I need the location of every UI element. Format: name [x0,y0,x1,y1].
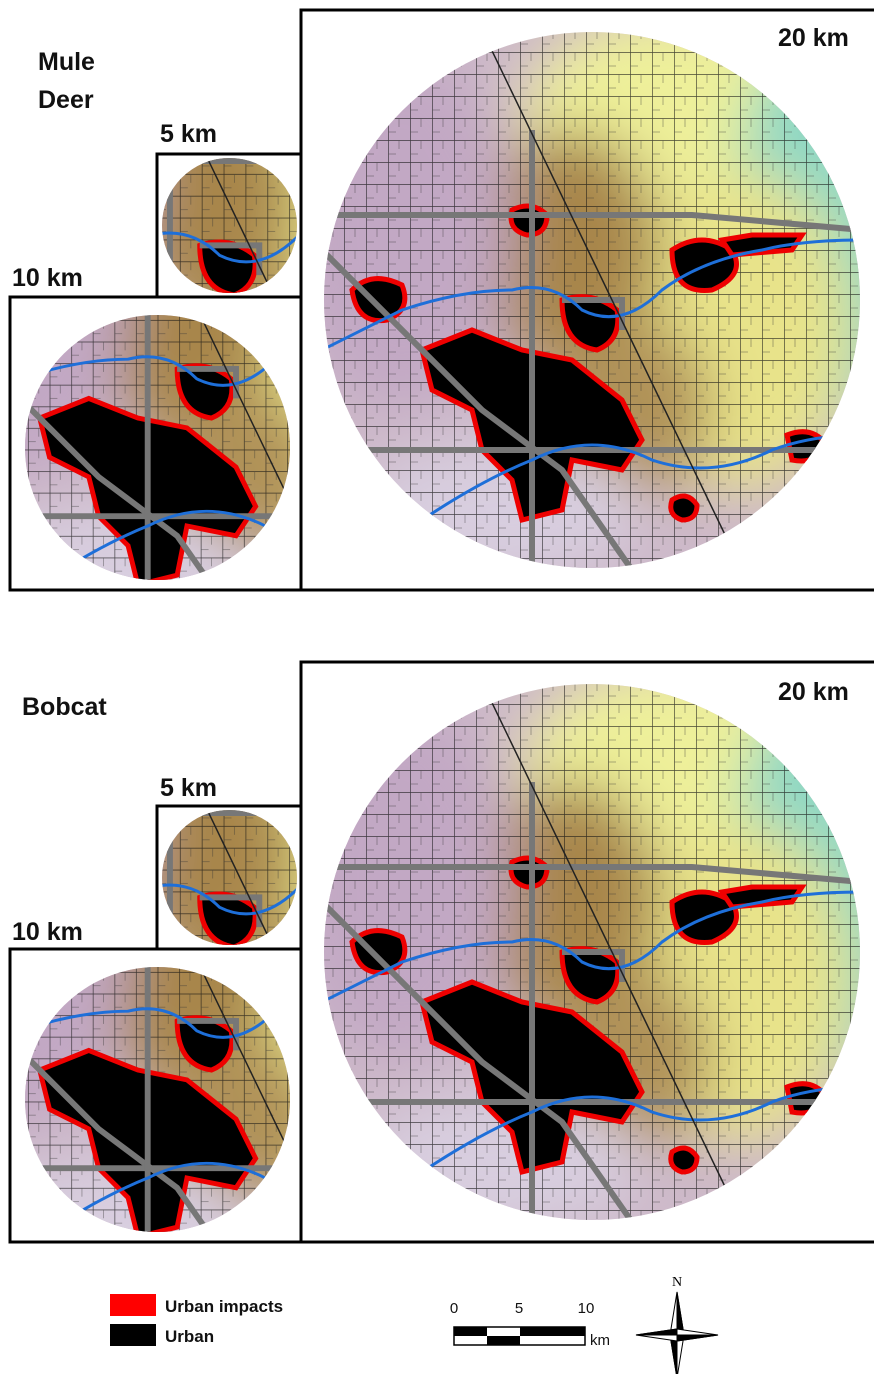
scale-label: 10 [578,1300,595,1317]
map-label: 10 km [12,918,83,946]
figure: Mule Deer 5 km 10 km 20 km Bobcat 5 km 1… [0,0,874,1374]
map-label: 20 km [778,678,849,706]
legend-swatch [110,1324,156,1346]
bobcat-maps [0,590,874,1326]
scale-label: 0 [450,1300,458,1317]
legend-label: Urban [165,1327,214,1346]
map-label: 20 km [778,24,849,52]
scale-label: 5 [515,1300,523,1317]
map-label: 10 km [12,264,83,292]
legend-swatch [110,1294,156,1316]
panel-title: Bobcat [22,693,107,721]
north-arrow [636,1292,718,1374]
map-label: 5 km [160,120,217,148]
map-label: 5 km [160,774,217,802]
legend-label: Urban impacts [165,1297,283,1316]
scale-unit: km [590,1332,610,1349]
scale-bar [454,1327,585,1345]
north-label: N [672,1275,682,1290]
panel-title: Deer [38,86,94,114]
panel-title: Mule [38,48,95,76]
mule-deer-maps [0,0,874,673]
